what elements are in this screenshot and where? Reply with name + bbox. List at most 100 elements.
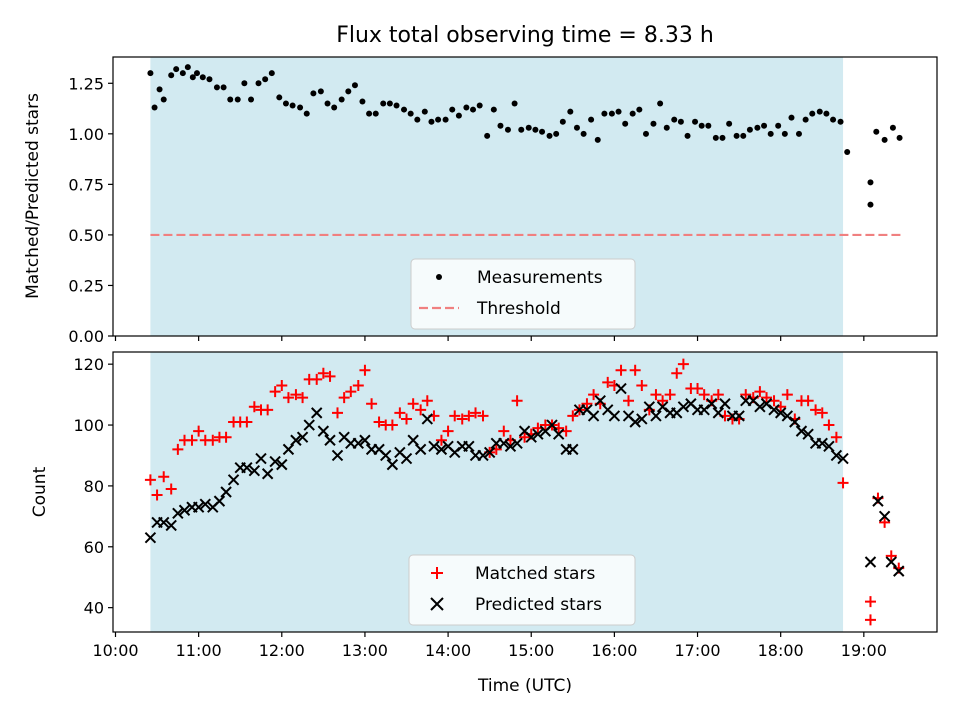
- data-point: [172, 507, 184, 520]
- legend-label: Measurements: [477, 268, 603, 288]
- data-point: [282, 392, 294, 404]
- data-point: [193, 70, 200, 77]
- data-point: [802, 116, 809, 123]
- data-point: [317, 425, 330, 437]
- data-point: [345, 386, 357, 398]
- data-point: [837, 477, 849, 489]
- y-tick-label: 1.25: [68, 74, 104, 93]
- data-point: [165, 519, 177, 532]
- y-tick-label: 0.75: [68, 175, 104, 194]
- data-point: [837, 452, 849, 465]
- data-point: [774, 407, 787, 419]
- data-point: [213, 495, 226, 507]
- x-tick-label: 18:00: [758, 641, 804, 660]
- data-point: [719, 398, 731, 410]
- x-tick-label: 13:00: [342, 641, 388, 660]
- data-point: [642, 130, 649, 137]
- data-point: [504, 126, 511, 133]
- data-point: [671, 116, 678, 123]
- legend-marker-plus: [431, 567, 443, 579]
- data-point: [184, 64, 191, 71]
- data-point: [262, 76, 269, 83]
- data-point: [768, 404, 780, 416]
- x-tick-label: 10:00: [92, 641, 138, 660]
- legend-label: Matched stars: [475, 564, 595, 584]
- data-point: [594, 394, 606, 407]
- data-point: [220, 84, 227, 91]
- data-point: [269, 455, 281, 468]
- data-point: [276, 458, 288, 471]
- data-point: [809, 110, 816, 117]
- data-point: [816, 437, 828, 450]
- data-point: [692, 118, 699, 125]
- data-point: [698, 122, 705, 129]
- data-point: [303, 110, 310, 117]
- data-point: [290, 389, 302, 401]
- data-point: [324, 434, 336, 446]
- data-point: [518, 126, 525, 133]
- data-point: [338, 392, 350, 404]
- data-point: [705, 398, 718, 410]
- data-point: [552, 428, 565, 440]
- data-point: [705, 122, 712, 129]
- data-point: [165, 483, 177, 495]
- data-point: [241, 461, 253, 474]
- top-panel: 0.00 0.25 0.50 0.75 1.00 1.25 Measurements Thre…: [68, 56, 938, 346]
- data-point: [158, 471, 170, 483]
- y-tick-label: 40: [84, 599, 104, 618]
- series-predicted-stars: [144, 382, 905, 577]
- data-point: [636, 106, 643, 113]
- axes-frame: [112, 351, 938, 633]
- data-point: [698, 389, 710, 401]
- data-point: [546, 419, 558, 431]
- data-point: [622, 120, 629, 127]
- data-point: [352, 437, 364, 450]
- top-y-axis-label: Matched/Predicted stars: [23, 93, 43, 299]
- data-point: [864, 596, 876, 608]
- data-point: [615, 108, 622, 115]
- data-point: [359, 98, 366, 105]
- data-point: [830, 449, 843, 462]
- legend-label: Threshold: [476, 299, 561, 319]
- data-point: [331, 449, 344, 462]
- legend: Measurements Threshold: [410, 258, 636, 330]
- data-point: [386, 100, 393, 107]
- data-point: [261, 468, 274, 480]
- data-point: [449, 410, 461, 422]
- x-tick-label: 19:00: [841, 641, 887, 660]
- data-point: [864, 614, 876, 626]
- data-point: [497, 122, 504, 129]
- bottom-panel: 40 60 80 100 120 10:00 11:00 12:00 13:00 14:00 15:…: [73, 351, 938, 660]
- data-point: [761, 122, 768, 129]
- data-point: [407, 110, 414, 117]
- data-point: [643, 401, 656, 413]
- data-point: [248, 401, 260, 413]
- data-point: [781, 130, 788, 137]
- data-point: [407, 434, 419, 446]
- data-point: [269, 386, 281, 398]
- data-point: [380, 100, 387, 107]
- data-point: [442, 425, 454, 437]
- data-point: [615, 364, 627, 376]
- data-point: [511, 437, 523, 450]
- axes-frame: [112, 56, 938, 337]
- data-point: [867, 179, 874, 186]
- data-point: [147, 70, 154, 77]
- data-point: [889, 124, 896, 131]
- data-point: [470, 106, 477, 113]
- data-point: [456, 413, 468, 425]
- data-point: [754, 124, 761, 131]
- data-point: [407, 398, 419, 410]
- data-point: [580, 130, 587, 137]
- data-point: [532, 126, 539, 133]
- data-point: [428, 440, 440, 453]
- data-point: [192, 501, 205, 513]
- data-point: [144, 531, 157, 544]
- data-point: [795, 130, 802, 137]
- data-point: [816, 108, 823, 115]
- data-point: [276, 379, 288, 391]
- data-point: [781, 389, 793, 401]
- data-point: [881, 136, 888, 143]
- data-point: [671, 367, 683, 379]
- legend-marker-dot: [436, 274, 442, 280]
